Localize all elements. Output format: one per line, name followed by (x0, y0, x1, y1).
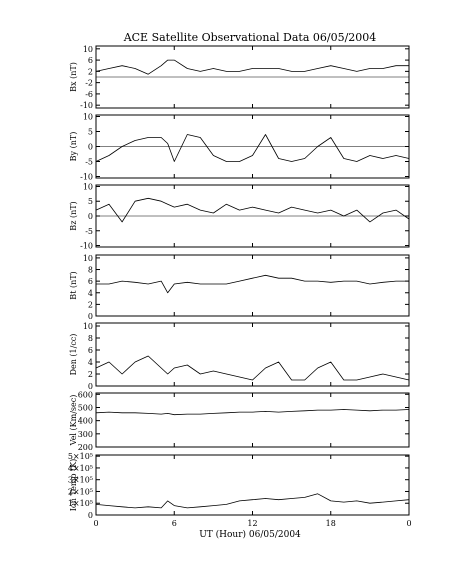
panel-bx: -10 -6 -2 2 6 10 Bx (nT) (69, 45, 410, 110)
series-line-den (95, 355, 410, 381)
y-axis-label: By (nT) (69, 132, 78, 162)
y-tick-label: 500 (78, 403, 93, 412)
y-tick-label: 0 (88, 511, 93, 520)
y-tick-label: 2×10⁵ (68, 487, 93, 496)
y-tick-label: 2 (88, 67, 93, 76)
x-tick-label: 18 (326, 519, 336, 528)
x-axis-label: UT (Hour) 06/05/2004 (199, 529, 301, 540)
y-tick-label: 8 (88, 334, 93, 343)
y-tick-label: 6 (88, 277, 93, 286)
y-tick-label: -2 (85, 79, 93, 88)
panel-by: -10 -5 0 5 10 By (nT) (69, 113, 410, 182)
series-line-by (95, 134, 410, 162)
chart-title: ACE Satellite Observational Data 06/05/2… (123, 31, 377, 44)
y-tick-label: -5 (85, 227, 93, 236)
y-tick-label: 10 (83, 182, 93, 191)
y-tick-label: 3×10⁵ (68, 476, 93, 485)
y-tick-label: 5×10⁵ (68, 452, 93, 461)
series-line-bz (95, 197, 410, 223)
y-axis-label: Den (1/cc) (69, 334, 78, 376)
panel-bz: -10 -5 0 5 10 Bz (nT) (69, 182, 410, 251)
y-tick-label: -6 (85, 90, 93, 99)
y-tick-label: 2 (88, 370, 93, 379)
panel-frame (95, 454, 410, 516)
panel-frame (95, 392, 410, 448)
x-axis: 0 6 12 18 0 (93, 519, 411, 528)
panel-frame (95, 322, 410, 387)
x-tick-label: 0 (93, 519, 98, 528)
y-axis-label: Bt (nT) (69, 271, 78, 299)
y-tick-label: 4 (88, 358, 93, 367)
y-tick-label: 0 (88, 382, 93, 391)
y-tick-label: 0 (88, 212, 93, 221)
y-tick-label: 6 (88, 346, 93, 355)
y-tick-label: 8 (88, 266, 93, 275)
y-tick-label: 5 (88, 128, 93, 137)
y-tick-label: 600 (78, 390, 93, 399)
y-tick-label: 5 (88, 197, 93, 206)
y-tick-label: -10 (80, 242, 93, 251)
y-tick-label: 10 (83, 254, 93, 263)
y-tick-label: 6 (88, 56, 93, 65)
series-line-temp (95, 493, 410, 509)
y-tick-label: 0 (88, 143, 93, 152)
y-axis-label: Ion Temp (K) (69, 459, 78, 512)
panel-den: 0 2 4 6 8 10 Den (1/cc) (69, 322, 410, 391)
y-axis-label: Bx (nT) (69, 62, 78, 92)
y-tick-label: -10 (80, 101, 93, 110)
x-tick-label: 0 (406, 519, 411, 528)
y-tick-label: 0 (88, 312, 93, 321)
y-tick-label: 1×10⁵ (68, 499, 93, 508)
y-tick-label: 400 (78, 417, 93, 426)
series-line-bt (96, 274, 409, 294)
y-tick-label: 4 (88, 289, 93, 298)
y-tick-label: 10 (83, 322, 93, 331)
y-tick-label: 300 (78, 430, 93, 439)
y-tick-label: 2 (88, 300, 93, 309)
x-tick-label: 6 (172, 519, 177, 528)
y-axis-label: Vel (Km/sec) (69, 395, 78, 447)
panel-bt: 0 2 4 6 8 10 Bt (nT) (69, 254, 410, 321)
series-line-vel (95, 409, 410, 416)
x-tick-label: 12 (247, 519, 257, 528)
y-tick-label: 10 (83, 45, 93, 54)
y-tick-label: 200 (78, 443, 93, 452)
y-tick-label: -5 (85, 158, 93, 167)
panel-frame (95, 254, 410, 317)
y-tick-label: 10 (83, 113, 93, 122)
y-axis-label: Bz (nT) (69, 201, 78, 230)
y-tick-label: -10 (80, 173, 93, 182)
series-line-bx (95, 59, 409, 75)
y-tick-label: 4×10⁵ (68, 464, 93, 473)
